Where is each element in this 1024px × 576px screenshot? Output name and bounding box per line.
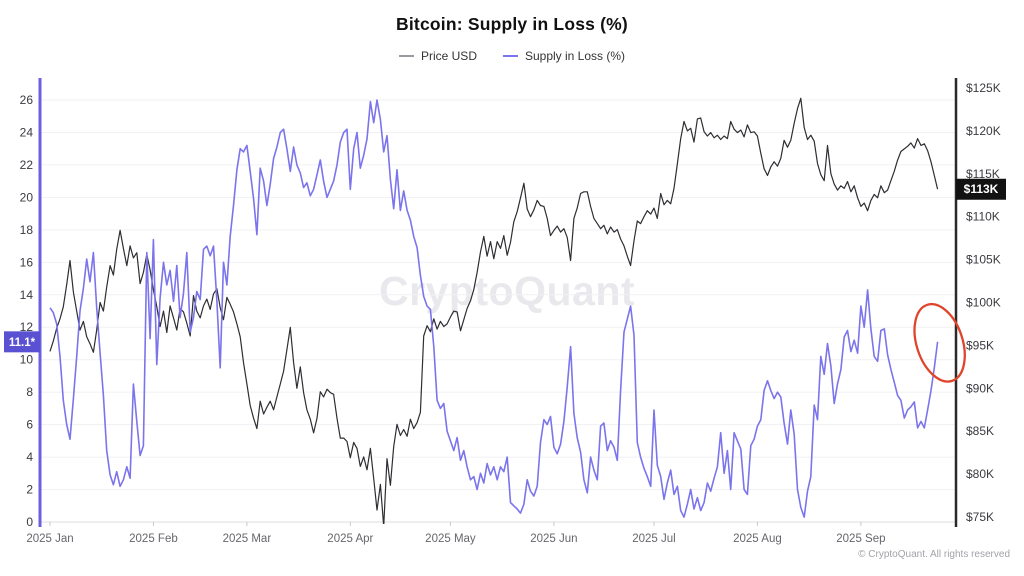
legend: Price USD Supply in Loss (%) [0, 49, 1024, 63]
left-tick-label: 14 [20, 288, 34, 302]
month-label: 2025 Mar [223, 533, 272, 545]
supply-badge-text: 11.1* [9, 337, 36, 349]
left-tick-label: 20 [20, 190, 34, 204]
price-line-swatch [398, 55, 414, 57]
right-tick-label: $85K [966, 424, 994, 438]
right-tick-label: $80K [966, 467, 994, 481]
month-label: 2025 Jun [530, 533, 577, 545]
left-tick-label: 24 [20, 125, 34, 139]
right-tick-label: $75K [966, 510, 994, 524]
left-tick-label: 10 [20, 353, 34, 367]
left-tick-label: 0 [26, 515, 33, 529]
month-label: 2025 Sep [836, 533, 885, 545]
right-tick-label: $120K [966, 124, 1001, 138]
legend-supply-label: Supply in Loss (%) [524, 49, 626, 63]
legend-item-price[interactable]: Price USD [398, 49, 477, 63]
right-axis-labels: $75K $80K $85K $90K $95K $100K $105K $110K $115K… [966, 81, 1001, 524]
supply-badge-bg [4, 331, 40, 353]
price-last-value-badge: $113K [956, 178, 1006, 200]
left-tick-label: 22 [20, 158, 34, 172]
plot-area[interactable] [40, 78, 956, 522]
right-tick-label: $90K [966, 381, 994, 395]
left-tick-label: 16 [20, 255, 34, 269]
cryptoquant-watermark: CryptoQuant [247, 268, 767, 315]
month-label: 2025 Jan [26, 533, 73, 545]
left-tick-label: 12 [20, 320, 34, 334]
copyright-text: © CryptoQuant. All rights reserved [858, 549, 1010, 560]
right-tick-label: $125K [966, 81, 1001, 95]
month-label: 2025 Aug [733, 533, 782, 545]
x-axis-labels: 2025 Jan 2025 Feb 2025 Mar 2025 Apr 2025 May… [26, 522, 886, 545]
legend-item-supply[interactable]: Supply in Loss (%) [502, 49, 626, 63]
month-label: 2025 Jul [632, 533, 675, 545]
legend-price-label: Price USD [420, 49, 477, 63]
supply-line-swatch [502, 55, 518, 57]
price-line [49, 97, 939, 524]
left-tick-label: 26 [20, 93, 34, 107]
left-tick-label: 8 [26, 385, 33, 399]
supply-in-loss-line [49, 99, 939, 518]
month-label: 2025 Feb [129, 533, 178, 545]
month-label: 2025 Apr [327, 533, 373, 545]
price-badge-bg [956, 178, 1006, 200]
month-label: 2025 May [425, 533, 476, 545]
left-tick-label: 4 [26, 450, 33, 464]
right-tick-label: $100K [966, 296, 1001, 310]
supply-last-value-badge: 11.1* [4, 331, 40, 353]
price-badge-text: $113K [964, 182, 999, 196]
chart-title: Bitcoin: Supply in Loss (%) [396, 14, 628, 34]
highlight-ellipse [913, 302, 966, 383]
right-tick-label: $95K [966, 338, 994, 352]
gridlines [40, 99, 956, 491]
left-tick-label: 6 [26, 418, 33, 432]
left-tick-label: 2 [26, 483, 33, 497]
right-tick-label: $105K [966, 253, 1001, 267]
left-tick-label: 18 [20, 223, 34, 237]
right-tick-label: $115K [966, 167, 1000, 181]
right-tick-label: $110K [966, 210, 1000, 224]
